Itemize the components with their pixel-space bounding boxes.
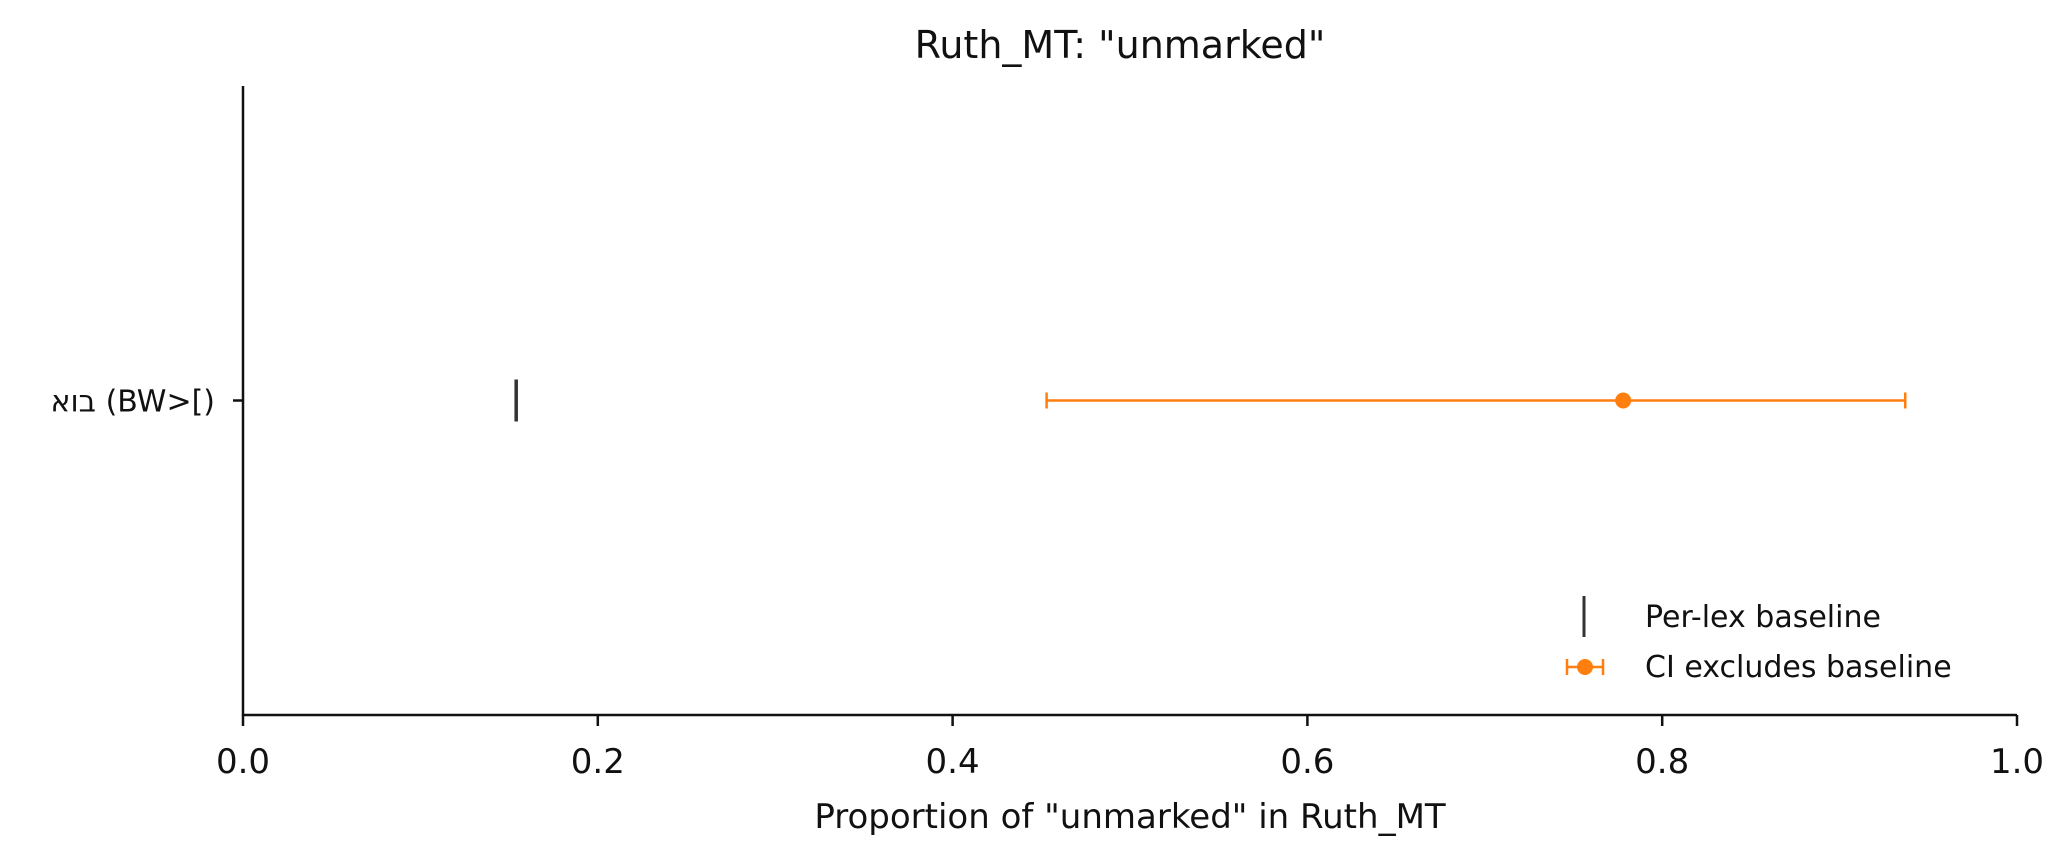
estimate-point: [1615, 392, 1632, 409]
x-tick-label: 0.2: [571, 742, 625, 782]
plot-area: 0.0 0.2 0.4 0.6 0.8 1.0 בוא (BW>[): [50, 86, 2044, 782]
x-axis-label: Proportion of "unmarked" in Ruth_MT: [814, 797, 1446, 837]
legend-ci-label: CI excludes baseline: [1645, 650, 1952, 685]
x-tick-label: 0.0: [216, 742, 270, 782]
x-tick-label: 0.8: [1635, 742, 1689, 782]
legend-baseline-label: Per-lex baseline: [1645, 600, 1881, 635]
x-tick-label: 1.0: [1990, 742, 2044, 782]
x-tick-label: 0.6: [1280, 742, 1334, 782]
y-ticks: בוא (BW>[): [50, 385, 243, 420]
legend: Per-lex baseline CI excludes baseline: [1565, 596, 1952, 685]
x-ticks: 0.0 0.2 0.4 0.6 0.8 1.0: [216, 715, 2044, 782]
y-tick-label: בוא (BW>[): [50, 385, 215, 420]
chart-title: Ruth_MT: "unmarked": [915, 23, 1326, 67]
legend-ci-marker: [1565, 659, 1605, 675]
x-tick-label: 0.4: [926, 742, 980, 782]
data-marks: [514, 379, 1907, 422]
